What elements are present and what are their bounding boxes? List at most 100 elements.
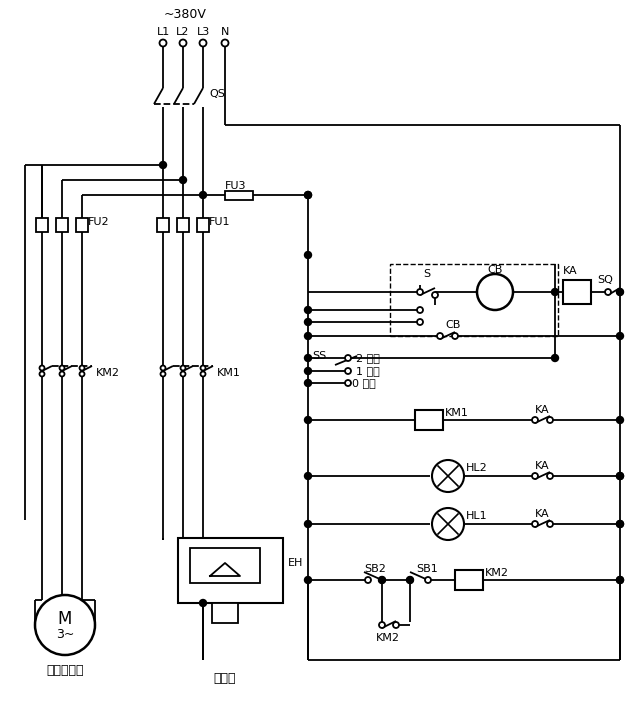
Circle shape (407, 577, 413, 583)
Text: KM1: KM1 (217, 368, 241, 378)
Circle shape (379, 577, 385, 583)
Circle shape (547, 521, 553, 527)
Text: SB1: SB1 (416, 564, 438, 574)
Circle shape (345, 355, 351, 361)
Circle shape (437, 333, 443, 339)
Circle shape (365, 577, 371, 583)
Text: ~380V: ~380V (164, 8, 207, 20)
Bar (415, 410, 443, 430)
Text: KA: KA (563, 266, 578, 276)
Circle shape (305, 355, 312, 361)
Text: SQ: SQ (597, 275, 613, 285)
Bar (177, 218, 189, 232)
Circle shape (379, 622, 385, 628)
Circle shape (200, 39, 207, 46)
Bar (563, 280, 591, 304)
Text: 1 手动: 1 手动 (356, 366, 380, 376)
Circle shape (305, 417, 312, 424)
Circle shape (378, 577, 385, 584)
Bar (157, 218, 169, 232)
Circle shape (305, 191, 312, 199)
Circle shape (35, 595, 95, 655)
Circle shape (605, 289, 611, 295)
Circle shape (532, 473, 538, 479)
Circle shape (616, 472, 623, 479)
Circle shape (345, 380, 351, 386)
Circle shape (161, 372, 166, 377)
Text: KM1: KM1 (445, 408, 469, 418)
Circle shape (616, 520, 623, 527)
Circle shape (305, 318, 312, 325)
Text: L3: L3 (196, 27, 210, 37)
Circle shape (161, 365, 166, 370)
Circle shape (552, 289, 559, 296)
Text: EH: EH (288, 558, 303, 568)
Circle shape (432, 460, 464, 492)
Circle shape (406, 577, 413, 584)
Circle shape (305, 520, 312, 527)
Circle shape (617, 289, 623, 295)
Circle shape (60, 372, 65, 377)
Text: CB: CB (487, 265, 502, 275)
Text: KM2: KM2 (376, 633, 400, 643)
Circle shape (305, 306, 312, 313)
Circle shape (159, 39, 166, 46)
Circle shape (432, 508, 464, 540)
Text: KM2: KM2 (485, 568, 509, 578)
Circle shape (393, 622, 399, 628)
Circle shape (616, 332, 623, 339)
Circle shape (179, 177, 186, 184)
Circle shape (616, 577, 623, 584)
Circle shape (305, 191, 312, 199)
Text: FU3: FU3 (225, 181, 246, 191)
Text: 2 自动: 2 自动 (356, 353, 380, 363)
Text: KA: KA (535, 509, 550, 519)
Text: HL2: HL2 (466, 463, 488, 473)
Circle shape (432, 292, 438, 298)
Text: CB: CB (445, 320, 460, 330)
Text: KA: KA (535, 405, 550, 415)
Circle shape (221, 39, 228, 46)
Bar (390, 264, 558, 336)
Bar (56, 218, 68, 232)
Text: S: S (424, 269, 431, 279)
Text: QS: QS (209, 89, 225, 99)
Circle shape (616, 520, 623, 527)
Bar (36, 218, 48, 232)
Text: N: N (221, 27, 229, 37)
Circle shape (532, 417, 538, 423)
Circle shape (305, 577, 312, 584)
Text: HL1: HL1 (466, 511, 488, 521)
Circle shape (79, 372, 84, 377)
Circle shape (452, 333, 458, 339)
Circle shape (477, 274, 513, 310)
Text: 0 停止: 0 停止 (352, 378, 376, 388)
Circle shape (417, 319, 423, 325)
Bar (178, 538, 283, 603)
Circle shape (179, 39, 186, 46)
Circle shape (40, 365, 45, 370)
Text: KA: KA (535, 461, 550, 471)
Bar (225, 191, 253, 200)
Text: 风扇电动机: 风扇电动机 (46, 663, 84, 677)
Bar (76, 218, 88, 232)
Text: SS: SS (312, 351, 326, 361)
Circle shape (532, 521, 538, 527)
Circle shape (200, 365, 205, 370)
Bar (197, 218, 209, 232)
Circle shape (60, 365, 65, 370)
Text: KM2: KM2 (96, 368, 120, 378)
Circle shape (200, 372, 205, 377)
Text: FU1: FU1 (209, 217, 230, 227)
Circle shape (79, 365, 84, 370)
Circle shape (180, 365, 186, 370)
Circle shape (552, 355, 559, 361)
Circle shape (345, 368, 351, 374)
Text: FU2: FU2 (88, 217, 109, 227)
Circle shape (425, 577, 431, 583)
Bar (212, 603, 238, 623)
Circle shape (305, 251, 312, 258)
Circle shape (616, 577, 623, 584)
Text: M: M (58, 610, 72, 628)
Circle shape (547, 417, 553, 423)
